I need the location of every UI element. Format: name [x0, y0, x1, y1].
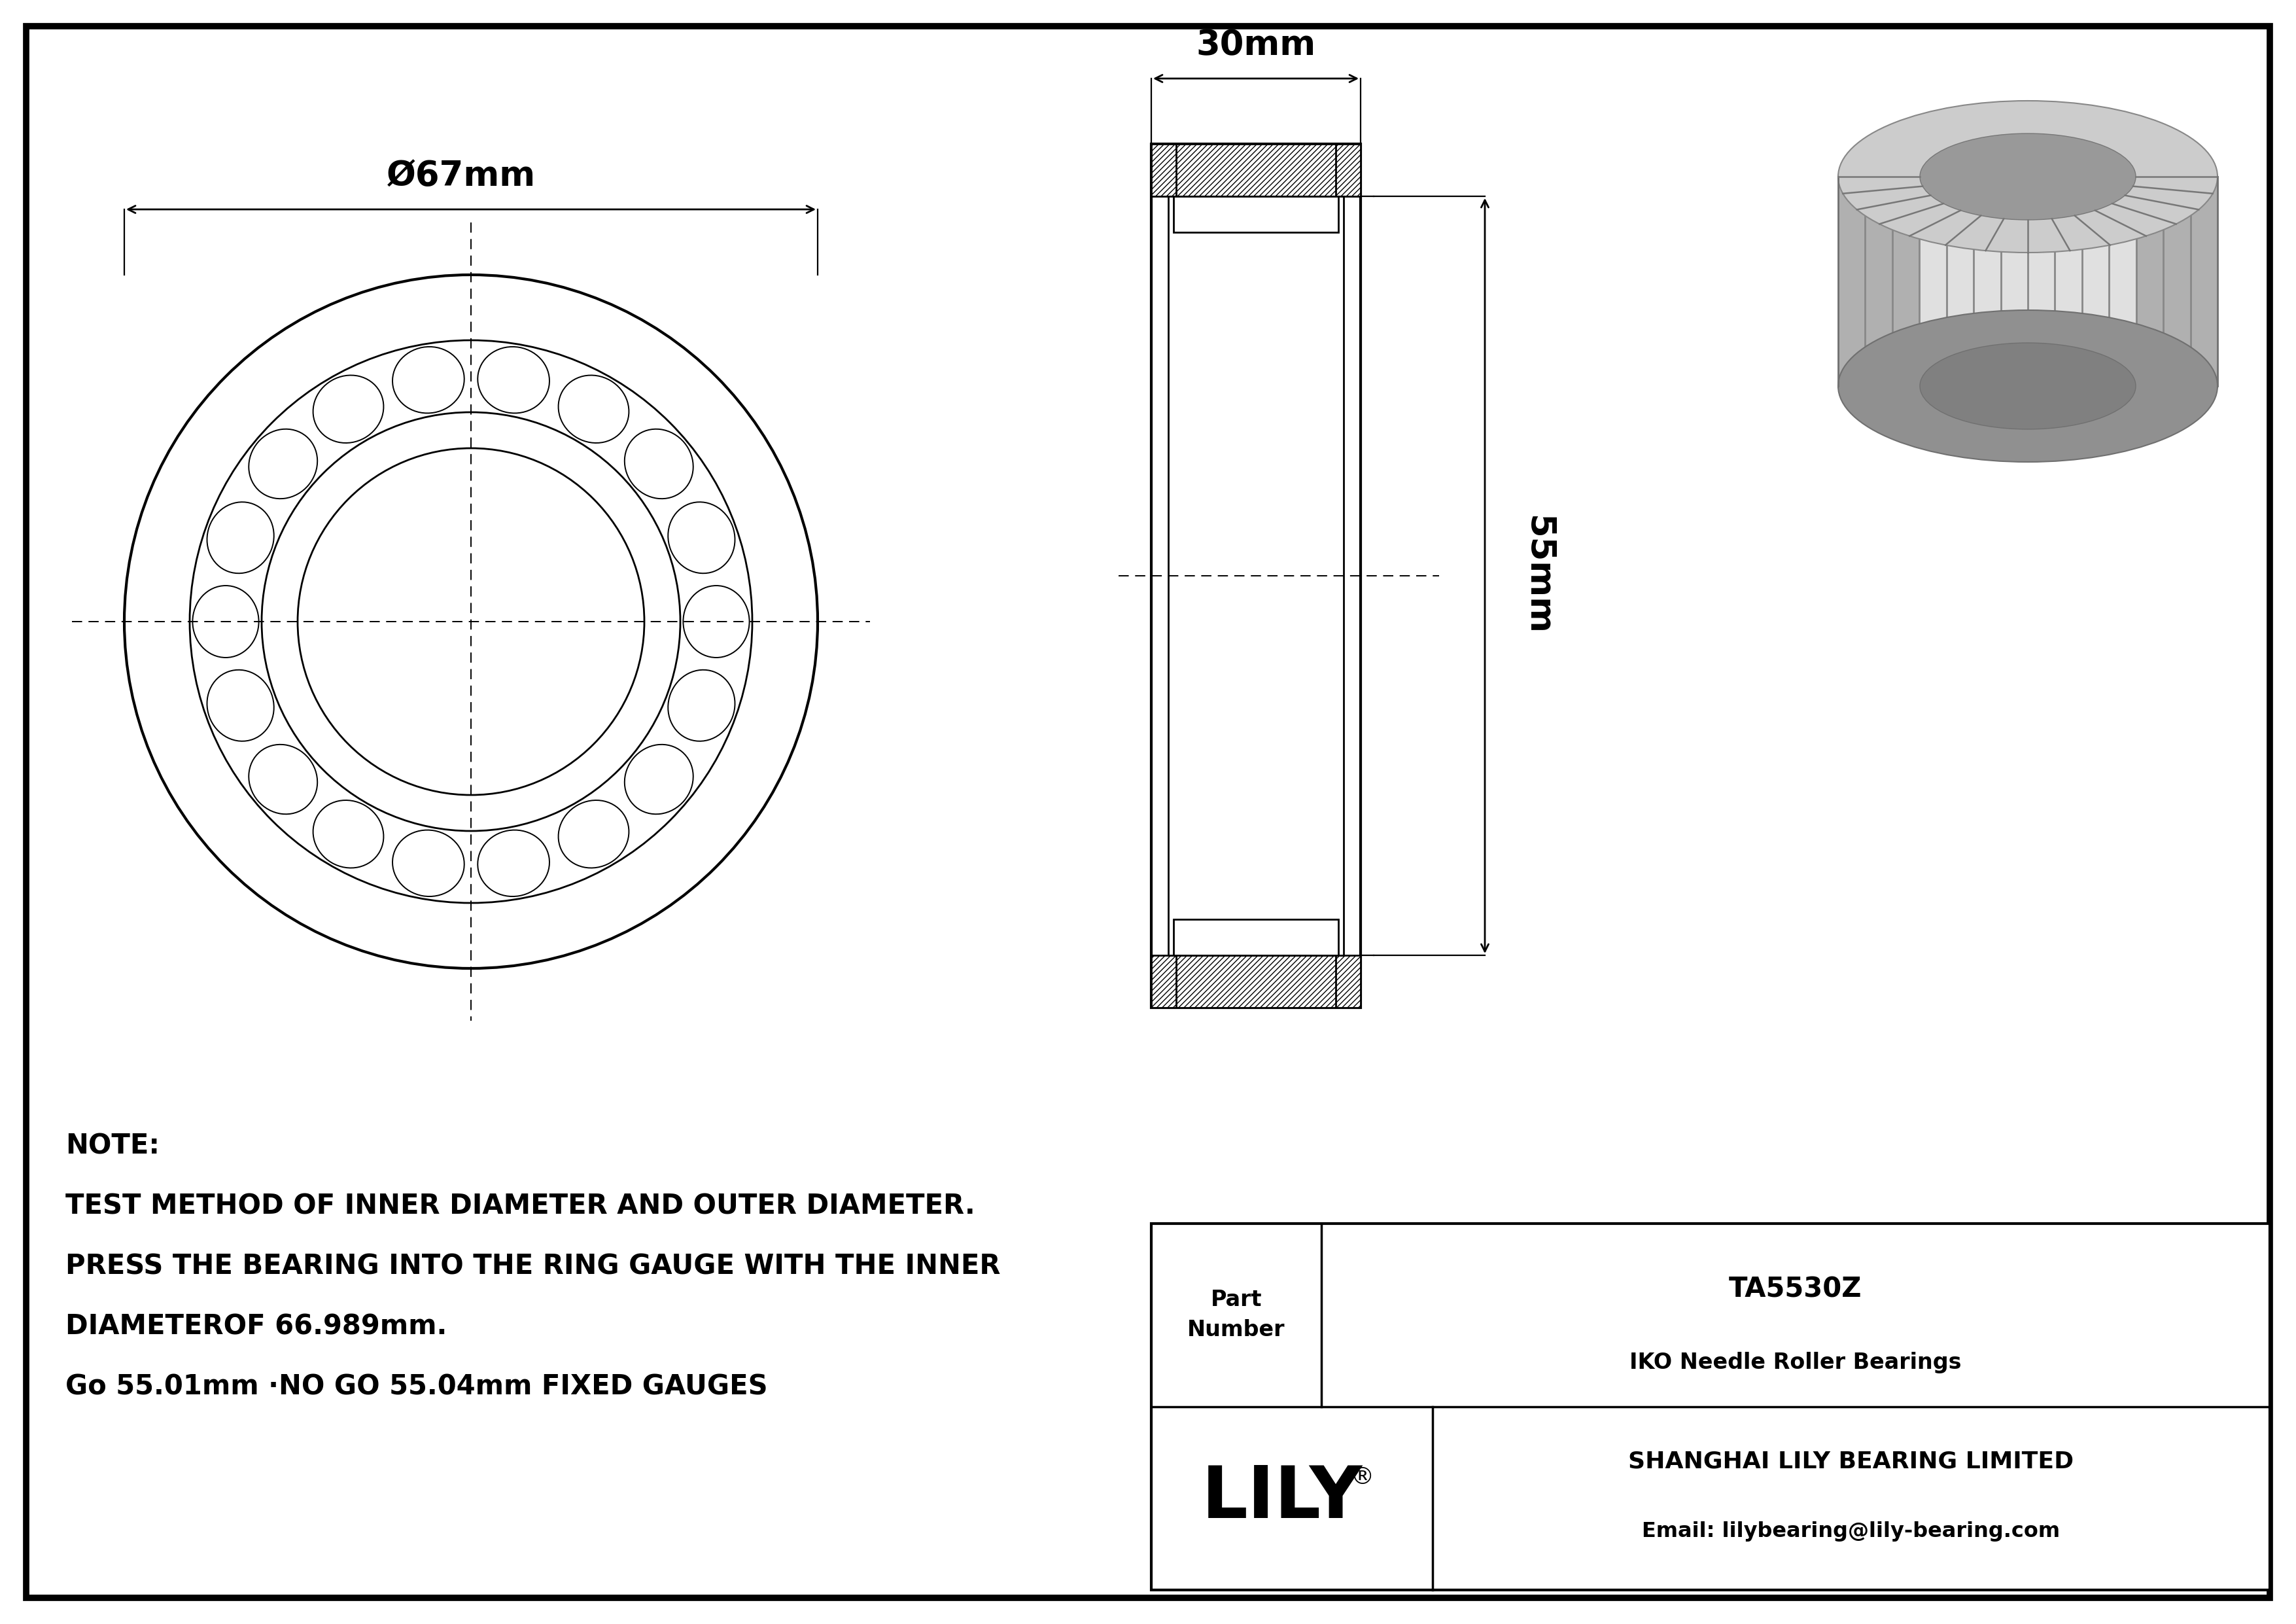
Text: IKO Needle Roller Bearings: IKO Needle Roller Bearings [1630, 1353, 1961, 1374]
Ellipse shape [1839, 310, 2218, 461]
Text: TEST METHOD OF INNER DIAMETER AND OUTER DIAMETER.: TEST METHOD OF INNER DIAMETER AND OUTER … [64, 1192, 976, 1220]
Ellipse shape [558, 801, 629, 867]
Text: TA5530Z: TA5530Z [1729, 1276, 1862, 1302]
Text: Email: lilybearing@lily-bearing.com: Email: lilybearing@lily-bearing.com [1642, 1522, 2060, 1541]
Text: Ø67mm: Ø67mm [386, 159, 535, 193]
Circle shape [298, 448, 645, 796]
Ellipse shape [668, 502, 735, 573]
Ellipse shape [625, 429, 693, 499]
Text: LILY: LILY [1201, 1463, 1362, 1533]
Bar [1839, 177, 2218, 387]
Ellipse shape [248, 744, 317, 814]
Bar [1150, 145, 1362, 1007]
Ellipse shape [312, 801, 383, 867]
Ellipse shape [207, 502, 273, 573]
Text: Part
Number: Part Number [1187, 1289, 1286, 1341]
Bar [1150, 955, 1362, 1007]
Text: NOTE:: NOTE: [64, 1132, 161, 1160]
Ellipse shape [558, 375, 629, 443]
Circle shape [191, 341, 753, 903]
Bar [1173, 919, 1339, 955]
Ellipse shape [312, 375, 383, 443]
Bar [1150, 145, 1362, 197]
Bar [1919, 177, 2135, 387]
Text: DIAMETEROF 66.989mm.: DIAMETEROF 66.989mm. [64, 1312, 448, 1340]
Text: 30mm: 30mm [1196, 28, 1316, 62]
Text: Go 55.01mm ·NO GO 55.04mm FIXED GAUGES: Go 55.01mm ·NO GO 55.04mm FIXED GAUGES [64, 1372, 767, 1400]
Circle shape [124, 274, 817, 968]
Bar [1150, 1223, 2271, 1590]
Ellipse shape [1839, 101, 2218, 253]
Ellipse shape [193, 586, 259, 658]
Ellipse shape [684, 586, 748, 658]
Text: ®: ® [1350, 1466, 1375, 1489]
Ellipse shape [478, 348, 549, 412]
Circle shape [262, 412, 680, 831]
Ellipse shape [248, 429, 317, 499]
Ellipse shape [668, 669, 735, 741]
Text: PRESS THE BEARING INTO THE RING GAUGE WITH THE INNER: PRESS THE BEARING INTO THE RING GAUGE WI… [64, 1252, 1001, 1280]
Ellipse shape [1919, 343, 2135, 429]
Text: SHANGHAI LILY BEARING LIMITED: SHANGHAI LILY BEARING LIMITED [1628, 1450, 2073, 1473]
Bar [1173, 197, 1339, 232]
Ellipse shape [393, 830, 464, 896]
Text: 55mm: 55mm [1520, 516, 1554, 635]
Ellipse shape [1919, 133, 2135, 219]
Ellipse shape [393, 348, 464, 412]
Ellipse shape [625, 744, 693, 814]
Bar [1169, 197, 1343, 955]
Ellipse shape [478, 830, 549, 896]
Ellipse shape [207, 669, 273, 741]
